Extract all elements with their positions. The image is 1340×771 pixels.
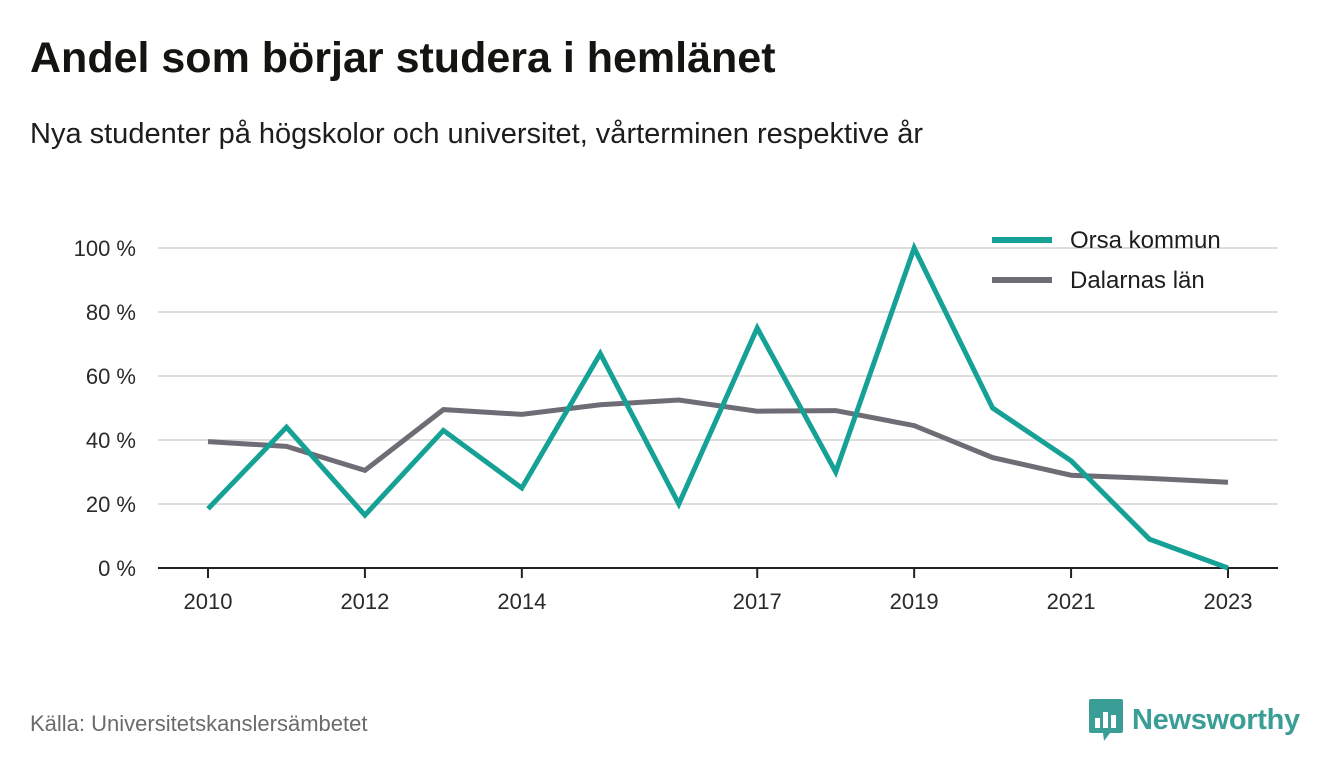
x-tick-label-2017: 2017: [733, 589, 782, 614]
y-tick-label-20: 20 %: [86, 492, 136, 517]
y-tick-label-80: 80 %: [86, 300, 136, 325]
x-tick-label-2023: 2023: [1204, 589, 1253, 614]
brand-name: Newsworthy: [1132, 703, 1300, 736]
x-tick-label-2019: 2019: [890, 589, 939, 614]
source-note: Källa: Universitetskanslersämbetet: [30, 711, 368, 736]
series-line-dalarnas-lan: [207, 397, 1229, 485]
x-tick-label-2021: 2021: [1047, 589, 1096, 614]
bar-chart-speech-bubble-icon: [1089, 699, 1123, 741]
y-tick-label-60: 60 %: [86, 364, 136, 389]
y-tick-label-100: 100 %: [74, 236, 136, 261]
legend-label-orsa-kommun: Orsa kommun: [1070, 227, 1221, 254]
x-tick-label-2014: 2014: [497, 589, 546, 614]
series-line-orsa-kommun: [206, 241, 1229, 571]
y-tick-label-0: 0 %: [98, 556, 136, 581]
brand: Newsworthy: [1088, 698, 1300, 742]
x-tick-label-2012: 2012: [340, 589, 389, 614]
x-tick-label-2010: 2010: [184, 589, 233, 614]
chart-subtitle: Nya studenter på högskolor och universit…: [30, 118, 923, 150]
legend-label-dalarnas-lan: Dalarnas län: [1070, 267, 1205, 294]
chart-title: Andel som börjar studera i hemlänet: [30, 34, 776, 82]
y-tick-label-40: 40 %: [86, 428, 136, 453]
